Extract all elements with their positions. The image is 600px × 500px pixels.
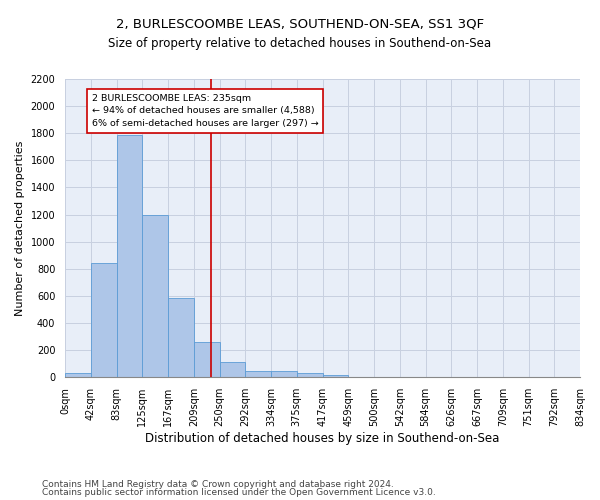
Text: 2 BURLESCOOMBE LEAS: 235sqm
← 94% of detached houses are smaller (4,588)
6% of s: 2 BURLESCOOMBE LEAS: 235sqm ← 94% of det… bbox=[92, 94, 319, 128]
Bar bbox=[65, 374, 91, 378]
Y-axis label: Number of detached properties: Number of detached properties bbox=[15, 140, 25, 316]
Bar bbox=[194, 342, 220, 378]
Bar bbox=[245, 370, 271, 378]
X-axis label: Distribution of detached houses by size in Southend-on-Sea: Distribution of detached houses by size … bbox=[145, 432, 500, 445]
Text: Contains public sector information licensed under the Open Government Licence v3: Contains public sector information licen… bbox=[42, 488, 436, 497]
Bar bbox=[297, 374, 323, 378]
Bar bbox=[271, 371, 297, 378]
Text: Contains HM Land Registry data © Crown copyright and database right 2024.: Contains HM Land Registry data © Crown c… bbox=[42, 480, 394, 489]
Bar bbox=[168, 298, 194, 378]
Bar bbox=[323, 376, 348, 378]
Bar bbox=[116, 134, 142, 378]
Text: 2, BURLESCOOMBE LEAS, SOUTHEND-ON-SEA, SS1 3QF: 2, BURLESCOOMBE LEAS, SOUTHEND-ON-SEA, S… bbox=[116, 18, 484, 30]
Bar bbox=[220, 362, 245, 378]
Bar bbox=[142, 214, 168, 378]
Bar bbox=[91, 264, 116, 378]
Text: Size of property relative to detached houses in Southend-on-Sea: Size of property relative to detached ho… bbox=[109, 38, 491, 51]
